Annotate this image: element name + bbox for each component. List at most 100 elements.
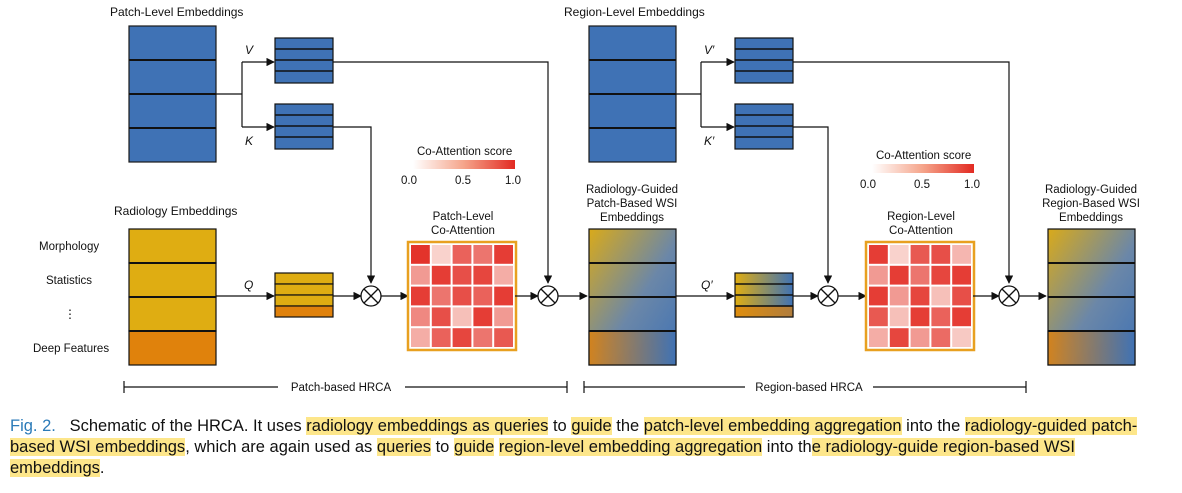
- patch-heatmap-cell: [411, 245, 430, 264]
- patch-heatmap-cell: [411, 307, 430, 327]
- k-prime-matrix: [734, 103, 794, 150]
- k-prime-label: K′: [704, 134, 715, 148]
- patch-co-attention-title-1: Patch-Level: [433, 211, 494, 223]
- region-heatmap-cell: [869, 245, 888, 264]
- row-deep-features-label: Deep Features: [33, 343, 109, 355]
- caption-text-1: Schematic of the HRCA. It uses: [69, 417, 307, 435]
- patch-heatmap-cell: [452, 265, 472, 285]
- region-heatmap-cell: [952, 245, 971, 264]
- multiply-operator-4: [998, 285, 1020, 307]
- region-vk-branch: [676, 57, 735, 132]
- k-prime-to-third-multiply-line: [793, 126, 833, 284]
- caption-highlight-2: guide: [571, 417, 612, 435]
- score-min-2: 0.0: [860, 179, 876, 191]
- region-level-embeddings-stack: [588, 25, 677, 163]
- region-co-attention-title-2: Co-Attention: [889, 225, 953, 237]
- region-hrca-bracket: [583, 381, 1027, 393]
- multiply-operator-3: [817, 285, 839, 307]
- patch-heatmap-cell: [473, 265, 493, 285]
- patch-based-wsi-embeddings-stack: [588, 228, 677, 366]
- patch-heatmap-cell: [494, 307, 513, 327]
- v-prime-to-fourth-multiply-line: [793, 61, 1014, 284]
- k-label: K: [245, 134, 254, 148]
- region-heatmap-cell: [869, 307, 888, 327]
- caption-text-4: into the: [901, 417, 965, 435]
- q-prime-label: Q′: [701, 278, 713, 292]
- patch-output-title-1: Radiology-Guided: [586, 184, 678, 196]
- v-label: V: [245, 43, 254, 57]
- caption-highlight-3: patch-level embedding aggregation: [643, 417, 902, 435]
- region-output-title-3: Embeddings: [1059, 212, 1123, 224]
- k-to-first-multiply-line: [333, 126, 376, 284]
- region-heatmap-cell: [889, 245, 909, 264]
- v-to-second-multiply-line: [333, 61, 553, 284]
- caption-highlight-7: region-level embedding aggregation: [498, 438, 763, 456]
- patch-co-attention-title-2: Co-Attention: [431, 225, 495, 237]
- patch-heatmap-cell: [452, 245, 472, 264]
- region-co-attention-heatmap: [864, 240, 976, 352]
- patch-hrca-label: Patch-based HRCA: [291, 382, 392, 394]
- patch-hrca-bracket: [123, 381, 568, 393]
- region-heatmap-cell: [952, 286, 971, 306]
- region-hrca-label: Region-based HRCA: [755, 382, 863, 394]
- caption-highlight-5: queries: [376, 438, 432, 456]
- region-heatmap-cell: [931, 286, 951, 306]
- region-heatmap-cell: [889, 286, 909, 306]
- patch-heatmap-cell: [473, 245, 493, 264]
- v-prime-label: V′: [704, 43, 715, 57]
- patch-heatmap-cell: [473, 307, 493, 327]
- q-label: Q: [244, 278, 253, 292]
- co-attention-score-colorbar-2: [872, 164, 974, 173]
- region-heatmap-cell: [869, 328, 888, 347]
- patch-heatmap-cell: [494, 328, 513, 347]
- region-heatmap-cell: [910, 307, 930, 327]
- caption-text-9: .: [99, 459, 105, 477]
- patch-heatmap-cell: [494, 265, 513, 285]
- patch-heatmap-cell: [473, 286, 493, 306]
- patch-heatmap-cell: [452, 307, 472, 327]
- patch-heatmap-cell: [473, 328, 493, 347]
- multiply-operator-2: [537, 285, 559, 307]
- k-matrix: [274, 103, 334, 150]
- caption-text-8: into th: [762, 438, 812, 456]
- patch-heatmap-cell: [494, 245, 513, 264]
- region-heatmap-cell: [889, 265, 909, 285]
- region-heatmap-cell: [952, 307, 971, 327]
- row-morphology-label: Morphology: [39, 241, 99, 253]
- patch-heatmap-cell: [452, 286, 472, 306]
- region-heatmap-cell: [910, 328, 930, 347]
- row-ellipsis-label: ⋮: [64, 307, 76, 321]
- region-heatmap-cell: [952, 265, 971, 285]
- patch-heatmap-cell: [431, 245, 451, 264]
- patch-heatmap-cell: [431, 328, 451, 347]
- caption-text-2: to: [548, 417, 572, 435]
- region-heatmap-cell: [910, 265, 930, 285]
- patch-heatmap-cell: [411, 286, 430, 306]
- q-matrix: [274, 272, 334, 318]
- caption-text-3: the: [611, 417, 644, 435]
- region-heatmap-cell: [931, 307, 951, 327]
- region-heatmap-cell: [931, 265, 951, 285]
- region-heatmap-cell: [889, 307, 909, 327]
- patch-output-title-2: Patch-Based WSI: [587, 198, 678, 210]
- patch-level-embeddings-title: Patch-Level Embeddings: [110, 5, 243, 19]
- caption-highlight-1: radiology embeddings as queries: [306, 417, 549, 435]
- figure-caption: Fig. 2. Schematic of the HRCA. It uses r…: [10, 416, 1170, 479]
- figure-number: Fig. 2.: [10, 417, 56, 435]
- radiology-embeddings-title: Radiology Embeddings: [114, 204, 237, 218]
- patch-co-attention-heatmap: [406, 240, 518, 352]
- v-matrix: [274, 37, 334, 84]
- patch-heatmap-cell: [411, 328, 430, 347]
- patch-heatmap-cell: [411, 265, 430, 285]
- region-heatmap-cell: [869, 265, 888, 285]
- co-attention-score-title-1: Co-Attention score: [417, 146, 512, 158]
- score-mid-2: 0.5: [914, 179, 930, 191]
- region-output-title-2: Region-Based WSI: [1042, 198, 1140, 210]
- patch-heatmap-cell: [431, 307, 451, 327]
- co-attention-score-title-2: Co-Attention score: [876, 150, 971, 162]
- patch-vk-branch: [216, 57, 275, 132]
- region-heatmap-cell: [952, 328, 971, 347]
- caption-highlight-6: guide: [453, 438, 495, 456]
- region-heatmap-cell: [889, 328, 909, 347]
- region-heatmap-cell: [931, 328, 951, 347]
